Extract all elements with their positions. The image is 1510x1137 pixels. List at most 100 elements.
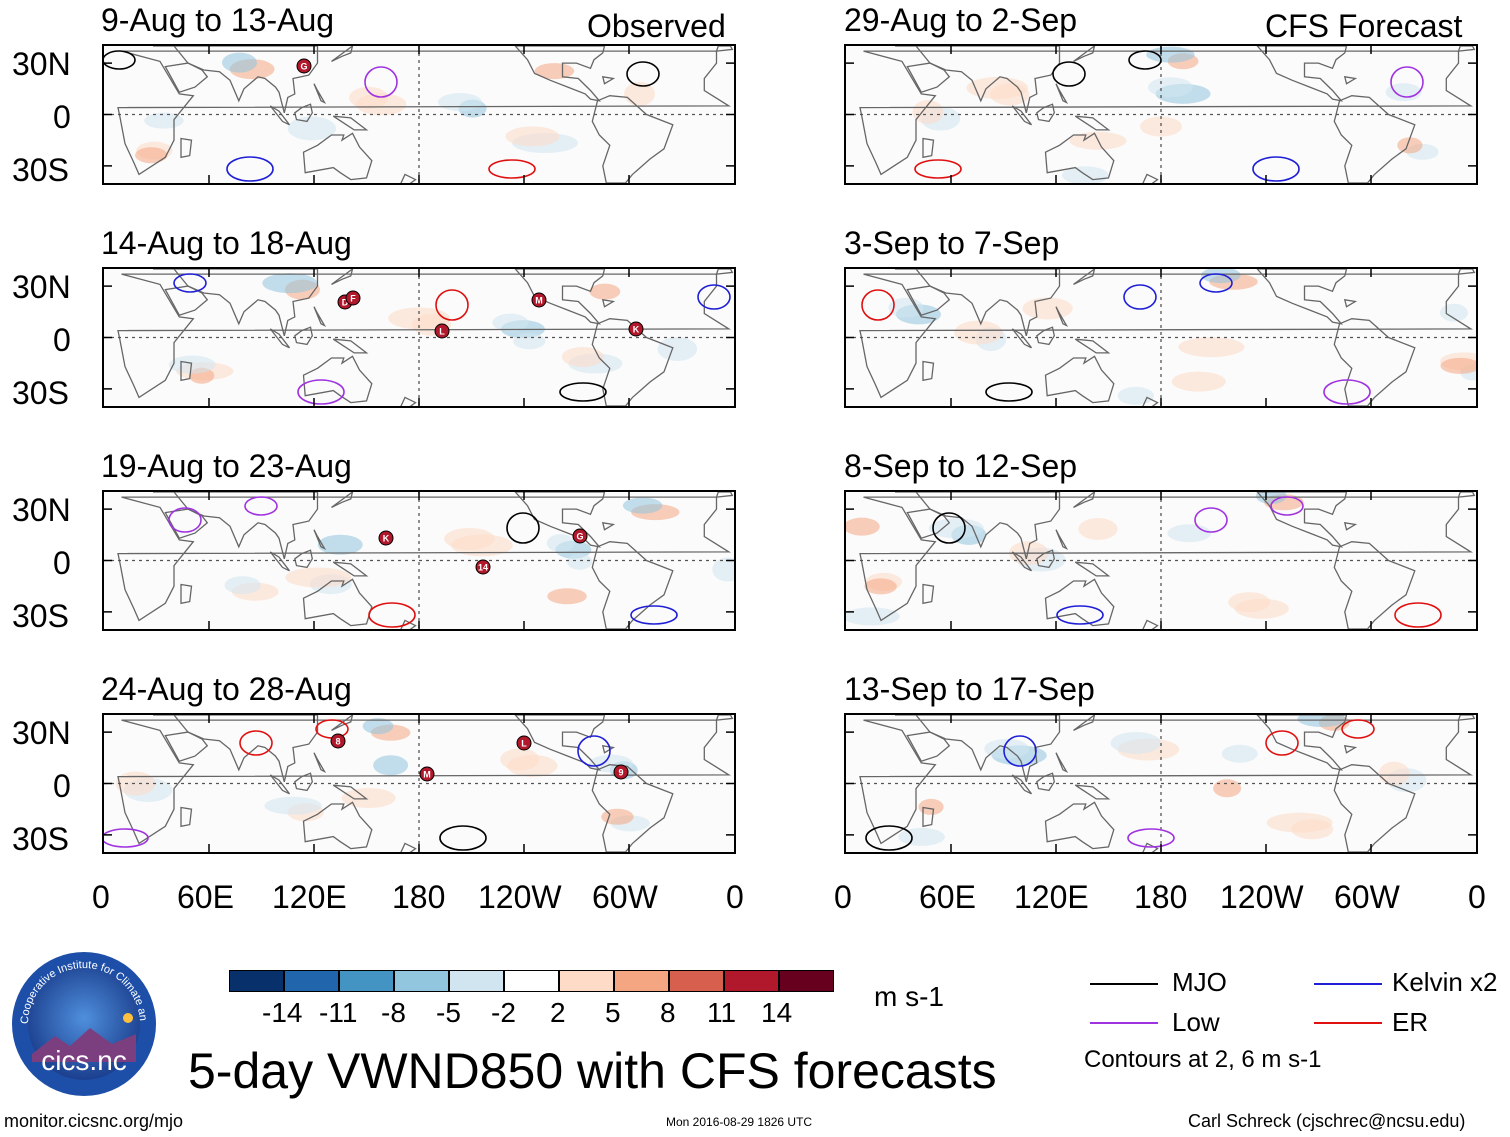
coastline xyxy=(1036,549,1055,569)
coastline xyxy=(302,801,373,850)
coastline xyxy=(302,132,373,181)
coastline xyxy=(117,496,732,622)
lat-label: 30S xyxy=(12,375,69,411)
contour-line xyxy=(1056,605,1104,625)
coastline xyxy=(715,269,734,275)
forecast-header: CFS Forecast xyxy=(1265,8,1463,44)
anomaly-shading xyxy=(437,93,482,112)
contour-line xyxy=(173,273,207,293)
coastline xyxy=(1457,269,1476,275)
coastline xyxy=(906,285,951,316)
contour-line xyxy=(1270,496,1304,516)
contour-line xyxy=(435,289,469,321)
anomaly-shading xyxy=(846,517,880,536)
coastline xyxy=(302,578,373,627)
lat-label: 30S xyxy=(12,821,69,857)
anomaly-shading xyxy=(1078,517,1118,540)
coastline xyxy=(1044,355,1115,404)
axis-ticks xyxy=(846,269,1476,406)
axis-ticks xyxy=(846,715,1476,852)
anomaly-shading xyxy=(534,63,575,80)
coastline xyxy=(1142,396,1159,406)
anomaly-shading xyxy=(1171,371,1226,392)
coastlines xyxy=(117,492,734,629)
lon-label: 60E xyxy=(919,879,976,915)
coastline xyxy=(1055,529,1069,551)
contour-line xyxy=(914,159,962,179)
cics-logo: Cooperative Institute for Climate and Sa… xyxy=(6,941,158,1098)
contour-line xyxy=(697,284,731,310)
lat-label: 0 xyxy=(53,768,71,804)
lat-label: 30S xyxy=(12,152,69,188)
anomaly-shading xyxy=(561,346,604,367)
coastline xyxy=(331,715,354,731)
contour-line xyxy=(1265,730,1299,756)
anomaly-shading xyxy=(918,798,944,815)
coastline xyxy=(331,492,354,508)
anomaly-shading xyxy=(1022,297,1073,320)
storm-label: D xyxy=(342,298,349,308)
lat-label: 30N xyxy=(12,46,71,82)
storm-label: G xyxy=(576,532,583,542)
storm-marker xyxy=(296,58,312,74)
contour-layer xyxy=(865,719,1375,851)
map-canvas: G xyxy=(104,46,734,183)
colorbar-cell xyxy=(394,970,449,992)
coastline xyxy=(1256,269,1348,325)
coastline xyxy=(1011,328,1033,349)
contour-layer xyxy=(104,50,660,182)
shading-layer xyxy=(135,52,655,164)
coastline xyxy=(1457,46,1476,52)
contour-line xyxy=(577,735,611,767)
contour-line xyxy=(1323,379,1371,405)
coastlines xyxy=(117,715,734,852)
axis-ticks xyxy=(104,269,734,406)
lat-label: 0 xyxy=(53,322,71,358)
contour-line xyxy=(1123,284,1157,310)
coastline xyxy=(1333,541,1416,629)
anomaly-shading xyxy=(373,755,409,776)
storm-label: L xyxy=(439,327,445,337)
colorbar-label: -2 xyxy=(491,997,516,1028)
coastline xyxy=(332,784,369,800)
axis-ticks xyxy=(104,46,734,183)
anomaly-shading xyxy=(546,534,575,553)
panel-title: 13-Sep to 17-Sep xyxy=(844,671,1095,707)
anomaly-shading xyxy=(168,355,216,374)
lat-label: 30S xyxy=(12,598,69,634)
coastline xyxy=(400,396,417,406)
coastline xyxy=(1142,619,1159,629)
coastline xyxy=(1011,551,1033,572)
coastline xyxy=(1457,492,1476,498)
coastline xyxy=(514,269,606,325)
storm-marker xyxy=(475,559,491,575)
coastline xyxy=(1074,338,1111,354)
storm-label: M xyxy=(423,770,431,780)
footer-timestamp: Mon 2016-08-29 1826 UTC xyxy=(666,1115,813,1129)
lon-label: 60W xyxy=(1334,879,1400,915)
map-canvas xyxy=(846,715,1476,852)
coastline xyxy=(1055,752,1069,774)
map-canvas xyxy=(846,269,1476,406)
coastline xyxy=(294,549,313,569)
coastline xyxy=(153,269,319,336)
coastline xyxy=(1036,326,1055,346)
coastlines xyxy=(859,492,1476,629)
anomaly-shading xyxy=(500,748,540,771)
coastline xyxy=(400,619,417,629)
contour-line xyxy=(861,289,895,321)
anomaly-shading xyxy=(1266,812,1333,833)
map-canvas: D L M K F xyxy=(104,269,734,406)
anomaly-shading xyxy=(224,576,261,595)
coastline xyxy=(331,46,354,62)
contour-line xyxy=(315,719,349,739)
contour-line xyxy=(104,50,136,70)
storm-marker xyxy=(378,530,394,546)
anomaly-shading xyxy=(1140,116,1182,137)
coastline xyxy=(601,76,616,85)
colorbar-label: -8 xyxy=(381,997,406,1028)
anomaly-shading xyxy=(1147,77,1193,98)
coastline xyxy=(1074,784,1111,800)
coastline xyxy=(895,492,1061,559)
storm-marker xyxy=(572,528,588,544)
